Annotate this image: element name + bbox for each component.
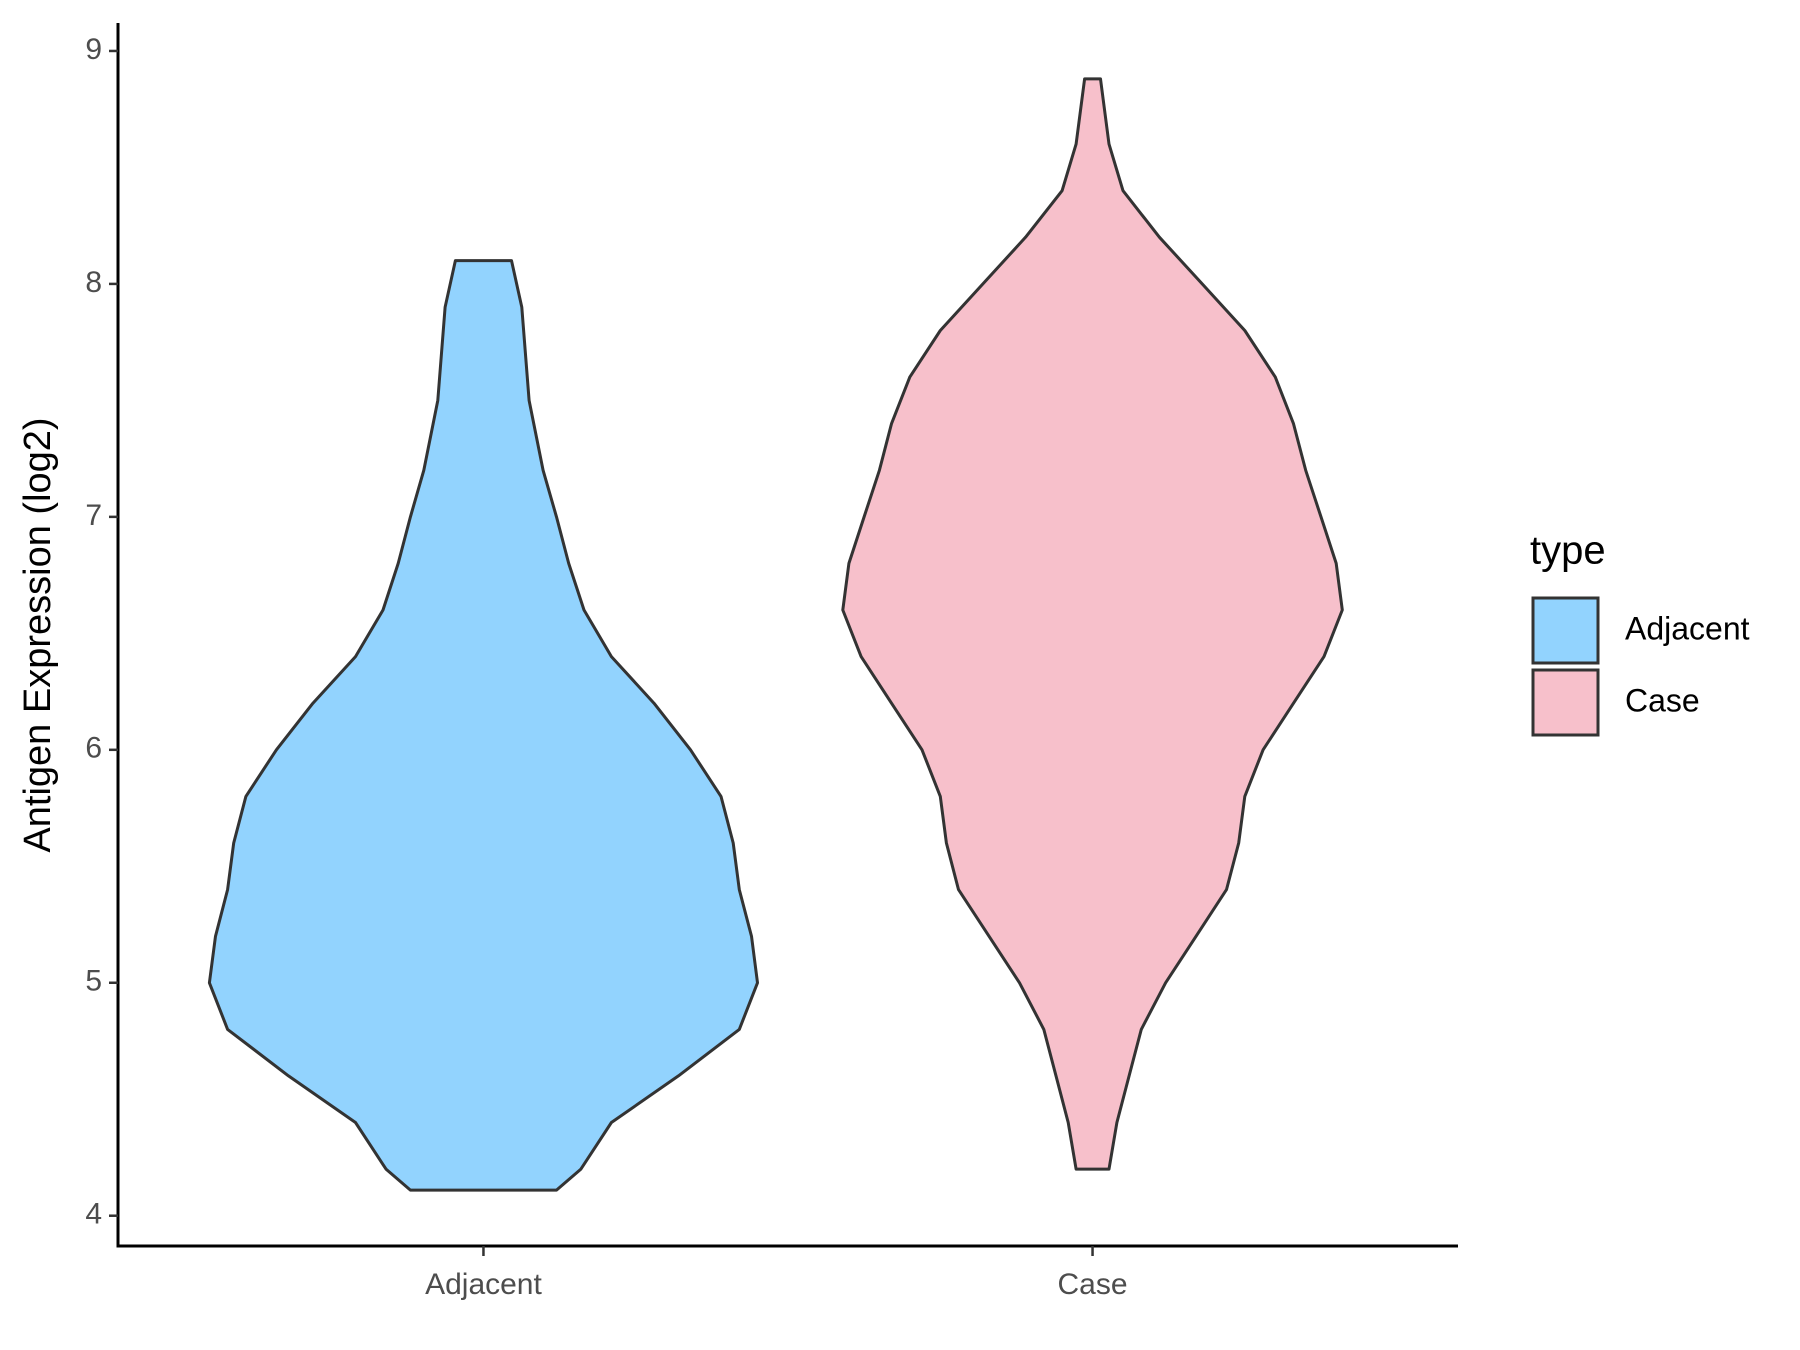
legend-key — [1531, 596, 1600, 665]
legend-key — [1531, 668, 1600, 737]
legend-label: Adjacent — [1625, 610, 1750, 646]
y-tick-label: 4 — [85, 1198, 102, 1231]
y-tick-label: 6 — [85, 732, 102, 765]
y-tick-label: 8 — [85, 266, 102, 299]
y-axis-title: Antigen Expression (log2) — [17, 417, 59, 852]
legend-label: Case — [1625, 682, 1700, 718]
violin — [207, 259, 759, 1192]
y-tick-label: 5 — [85, 965, 102, 998]
x-tick-label: Case — [1058, 1268, 1128, 1301]
y-tick-label: 9 — [85, 33, 102, 66]
x-tick-label: Adjacent — [425, 1268, 542, 1301]
legend-title: type — [1530, 529, 1606, 573]
violin — [841, 77, 1344, 1171]
y-tick-label: 7 — [85, 499, 102, 532]
